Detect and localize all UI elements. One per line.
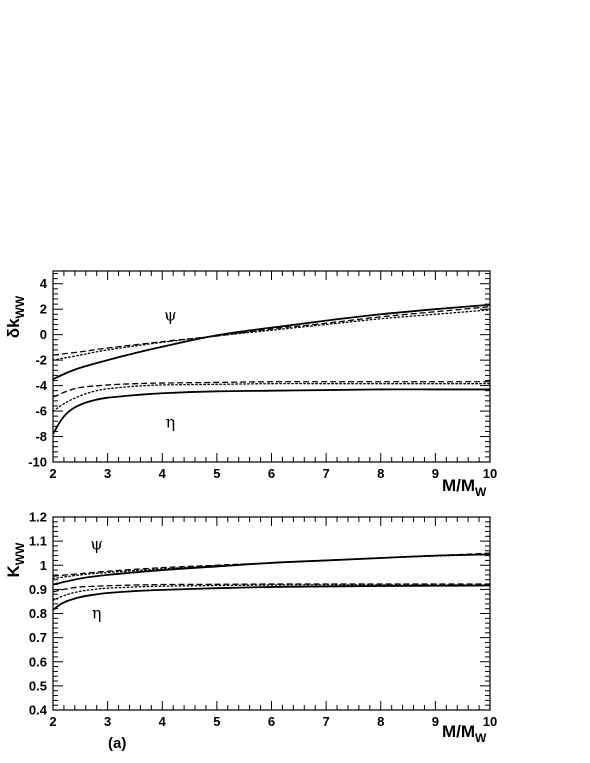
k-ww-x-tick-label: 4 xyxy=(159,714,167,729)
k-ww-y-tick-label: 0.6 xyxy=(29,654,47,669)
delta-k-y-tick-label: -8 xyxy=(35,429,47,444)
k-ww-x-tick-label: 9 xyxy=(432,714,439,729)
k-ww-x-tick-label: 10 xyxy=(483,714,497,729)
delta-k-y-tick-label: -10 xyxy=(28,455,47,470)
delta-k-x-tick-label: 3 xyxy=(104,466,111,481)
delta-k-y-axis-title: δkWW xyxy=(4,295,27,338)
delta-k-psi-dotted-line xyxy=(52,309,491,361)
k-ww-x-tick-label: 3 xyxy=(104,714,111,729)
delta-k-x-tick-label: 7 xyxy=(323,466,330,481)
k-ww-x-tick-label: 6 xyxy=(268,714,275,729)
k-ww-plot-area: 2 3 4 5 6 7 8 9 10 0.4 0.5 0.6 0.7 0.8 0.9 1 1.1 1.2 ψ η xyxy=(29,510,497,730)
delta-k-x-tick-label: 2 xyxy=(49,466,56,481)
k-ww-y-axis-title: KWW xyxy=(4,542,27,578)
delta-k-annotation-psi: ψ xyxy=(164,306,177,325)
delta-k-y-tick-label: 4 xyxy=(40,276,48,291)
k-ww-eta-solid-line xyxy=(52,584,491,611)
delta-k-plot-area: 2 3 4 5 6 7 8 9 10 -10 -8 -6 -4 -2 0 2 4 ψ η xyxy=(28,270,497,481)
k-ww-annotation-psi: ψ xyxy=(90,535,103,554)
delta-k-eta-dotted-line xyxy=(52,382,491,412)
k-ww-y-tick-label: 1.2 xyxy=(29,510,47,525)
delta-k-panel: 2 3 4 5 6 7 8 9 10 -10 -8 -6 -4 -2 0 2 4 ψ η δkWW M/MW xyxy=(4,270,497,499)
k-ww-y-tick-label: 0.5 xyxy=(29,678,47,693)
delta-k-x-tick-label: 9 xyxy=(432,466,439,481)
delta-k-y-tick-label: -4 xyxy=(35,378,47,393)
delta-k-eta-dashed-line xyxy=(52,381,490,398)
delta-k-psi-solid-line xyxy=(52,303,491,381)
k-ww-y-tick-label: 0.8 xyxy=(29,606,47,621)
delta-k-y-tick-label: -6 xyxy=(35,404,47,419)
delta-k-x-tick-label: 4 xyxy=(159,466,167,481)
k-ww-y-tick-label: 1 xyxy=(40,558,47,573)
delta-k-x-tick-label: 5 xyxy=(213,466,220,481)
k-ww-x-tick-label: 2 xyxy=(49,714,56,729)
k-ww-x-tick-label: 8 xyxy=(377,714,384,729)
k-ww-y-tick-label: 0.4 xyxy=(29,703,48,718)
delta-k-y-tick-label: -2 xyxy=(35,353,47,368)
k-ww-panel: 2 3 4 5 6 7 8 9 10 0.4 0.5 0.6 0.7 0.8 0.9 1 1.1 1.2 ψ η KW… xyxy=(4,510,497,753)
k-ww-x-tick-label: 7 xyxy=(323,714,330,729)
k-ww-psi-dotted-line xyxy=(52,553,491,580)
k-ww-annotation-eta: η xyxy=(92,603,102,622)
delta-k-x-axis-title: M/MW xyxy=(442,476,487,499)
k-ww-frame xyxy=(52,516,491,711)
delta-k-x-tick-label: 6 xyxy=(268,466,275,481)
k-ww-y-tick-label: 1.1 xyxy=(29,534,47,549)
panel-label: (a) xyxy=(108,735,126,752)
delta-k-frame xyxy=(52,270,491,463)
k-ww-x-axis-title: M/MW xyxy=(442,722,487,745)
k-ww-y-tick-label: 0.7 xyxy=(29,630,47,645)
k-ww-psi-solid-line xyxy=(52,553,491,586)
k-ww-y-tick-label: 0.9 xyxy=(29,582,47,597)
delta-k-annotation-eta: η xyxy=(166,413,176,432)
k-ww-eta-dashed-line xyxy=(52,583,490,593)
delta-k-x-tick-label: 10 xyxy=(483,466,497,481)
delta-k-y-tick-label: 2 xyxy=(40,302,47,317)
delta-k-eta-solid-line xyxy=(52,388,490,435)
k-ww-x-tick-label: 5 xyxy=(213,714,220,729)
delta-k-y-tick-label: 0 xyxy=(40,327,47,342)
delta-k-x-tick-label: 8 xyxy=(377,466,384,481)
k-ww-eta-dotted-line xyxy=(52,584,491,601)
